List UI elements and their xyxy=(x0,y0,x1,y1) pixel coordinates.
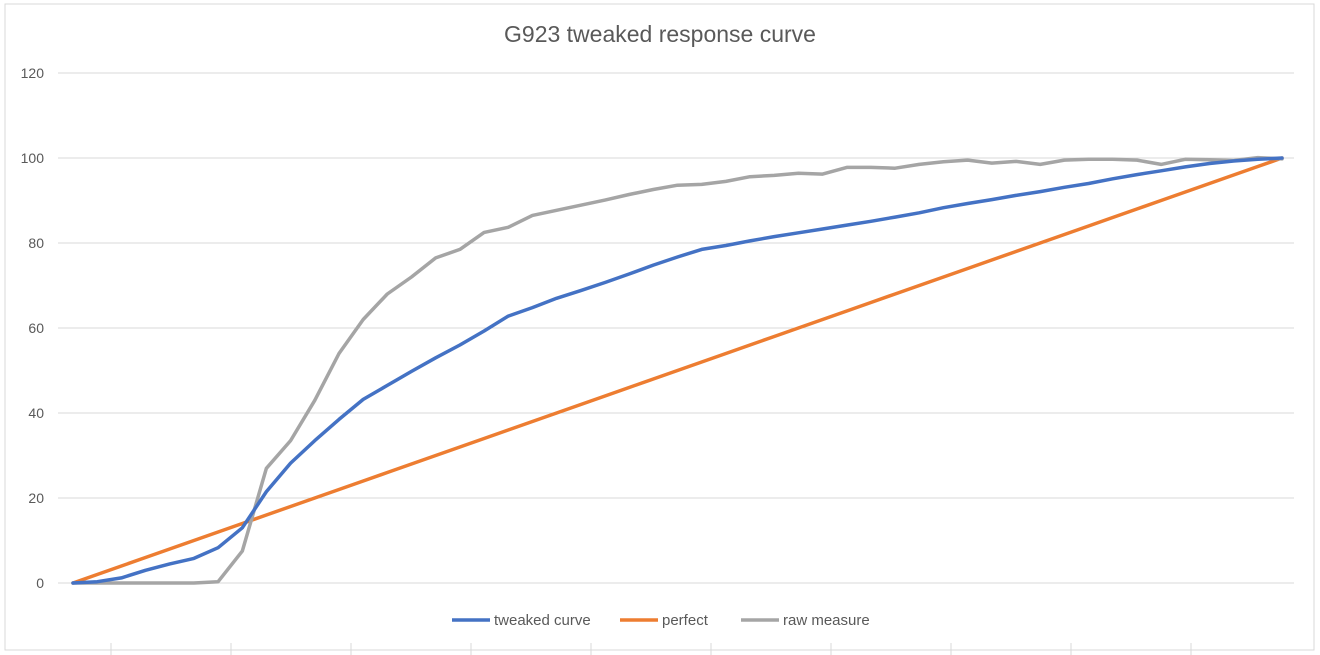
y-tick-label-40: 40 xyxy=(28,405,44,421)
y-tick-label-20: 20 xyxy=(28,490,44,506)
legend-label-tweaked-curve: tweaked curve xyxy=(494,612,591,629)
y-tick-label-80: 80 xyxy=(28,235,44,251)
series-lines xyxy=(71,155,1284,585)
x-axis-ticks xyxy=(110,643,1192,655)
series-line-perfect xyxy=(71,156,1284,585)
series-line-raw-measure xyxy=(71,155,1284,585)
chart-title: G923 tweaked response curve xyxy=(504,21,816,47)
y-tick-label-120: 120 xyxy=(21,65,45,81)
chart-area-border xyxy=(4,3,1315,651)
series-line-tweaked-curve xyxy=(71,156,1284,585)
legend-label-raw-measure: raw measure xyxy=(783,612,870,629)
legend-label-perfect: perfect xyxy=(662,612,709,629)
y-tick-label-0: 0 xyxy=(36,575,44,591)
y-tick-label-60: 60 xyxy=(28,320,44,336)
y-tick-label-100: 100 xyxy=(21,150,45,166)
legend: tweaked curve perfect raw measure xyxy=(452,612,870,629)
y-axis-tick-labels: 0 20 40 60 80 100 120 xyxy=(21,65,45,591)
